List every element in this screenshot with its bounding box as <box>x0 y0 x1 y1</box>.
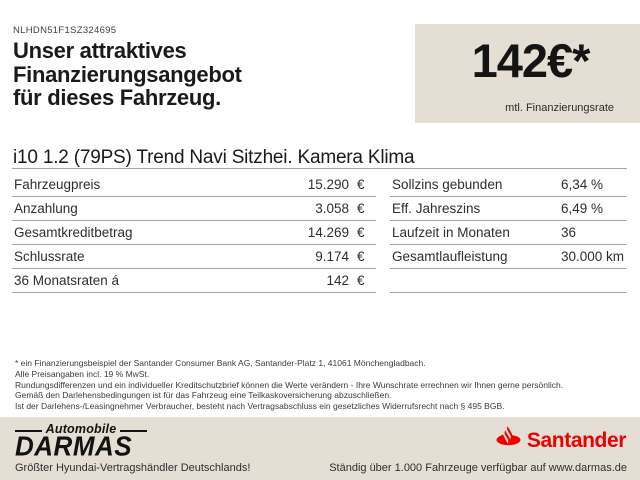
vehicle-title: i10 1.2 (79PS) Trend Navi Sitzhei. Kamer… <box>13 147 415 168</box>
row-unit: € <box>357 249 365 264</box>
row-label: Eff. Jahreszins <box>392 201 481 216</box>
darmas-dealer-logo: Automobile DARMAS <box>15 422 147 462</box>
table-row: Fahrzeugpreis 15.290 € <box>12 173 376 197</box>
darmas-logo-subtitle: Automobile <box>45 422 117 436</box>
monthly-rate-caption: mtl. Finanzierungsrate <box>505 102 614 114</box>
row-label: Gesamtkreditbetrag <box>14 225 133 240</box>
fine-print-line: Ist der Darlehens-/Leasingnehmer Verbrau… <box>15 401 505 412</box>
table-row: Schlussrate 9.174 € <box>12 245 376 269</box>
table-row-empty <box>390 269 627 293</box>
table-row: Sollzins gebunden 6,34 % <box>390 173 627 197</box>
row-unit: € <box>357 225 365 240</box>
website-text: Ständig über 1.000 Fahrzeuge verfügbar a… <box>329 462 627 474</box>
fine-print-line: Rundungsdifferenzen und ein individuelle… <box>15 379 564 390</box>
finance-tables: Fahrzeugpreis 15.290 € Anzahlung 3.058 €… <box>12 173 627 293</box>
fine-print-line: Gemäß den Darlehensbedingungen ist für d… <box>15 390 392 401</box>
row-value: 36 <box>561 225 577 240</box>
santander-flame-icon <box>495 426 522 455</box>
table-row: Anzahlung 3.058 € <box>12 197 376 221</box>
santander-bank-logo: Santander <box>495 426 626 455</box>
row-value: 15.290 <box>307 177 349 192</box>
darmas-logo-top: Automobile <box>15 422 147 436</box>
row-value: 9.174 <box>315 249 349 264</box>
row-label: Sollzins gebunden <box>392 177 503 192</box>
row-label: Laufzeit in Monaten <box>392 225 510 240</box>
vin-number: NLHDN51F1SZ324695 <box>13 25 117 36</box>
row-value: 142 <box>326 273 349 288</box>
row-label: Schlussrate <box>14 249 85 264</box>
page-title-line2: für dieses Fahrzeug. <box>13 85 221 110</box>
fine-print-line: Alle Preisangaben incl. 19 % MwSt. <box>15 368 150 379</box>
logo-rule-left <box>15 429 42 432</box>
footer-bar: Automobile DARMAS Santander Größter Hyun… <box>0 417 640 480</box>
table-row: 36 Monatsraten á 142 € <box>12 269 376 293</box>
table-row: Laufzeit in Monaten 36 <box>390 221 627 245</box>
page-title: Unser attraktives Finanzierungsangebot f… <box>13 39 413 110</box>
table-row: Eff. Jahreszins 6,49 % <box>390 197 627 221</box>
row-value: 3.058 <box>315 201 349 216</box>
title-divider <box>12 168 627 169</box>
finance-table-conditions: Sollzins gebunden 6,34 % Eff. Jahreszins… <box>390 173 627 293</box>
row-label: 36 Monatsraten á <box>14 273 120 288</box>
monthly-rate-amount: 142€* <box>471 34 591 87</box>
row-unit: € <box>357 273 365 288</box>
row-unit: € <box>357 201 365 216</box>
darmas-logo-name: DARMAS <box>15 430 133 462</box>
legal-fine-print: * ein Finanzierungsbeispiel der Santande… <box>15 358 630 412</box>
row-value: 30.000 km <box>561 249 625 264</box>
finance-table-amounts: Fahrzeugpreis 15.290 € Anzahlung 3.058 €… <box>12 173 376 293</box>
row-label: Gesamtlaufleistung <box>392 249 508 264</box>
row-unit: € <box>357 177 365 192</box>
logo-rule-right <box>120 429 147 432</box>
row-value: 14.269 <box>307 225 349 240</box>
row-value: 6,34 % <box>561 177 604 192</box>
table-row: Gesamtkreditbetrag 14.269 € <box>12 221 376 245</box>
table-row: Gesamtlaufleistung 30.000 km <box>390 245 627 269</box>
monthly-rate-box: 142€* mtl. Finanzierungsrate <box>415 24 640 123</box>
row-label: Anzahlung <box>14 201 78 216</box>
dealer-claim-text: Größter Hyundai-Vertragshändler Deutschl… <box>15 462 251 474</box>
row-value: 6,49 % <box>561 201 604 216</box>
row-label: Fahrzeugpreis <box>14 177 101 192</box>
santander-wordmark: Santander <box>526 428 626 452</box>
page-title-line1: Unser attraktives Finanzierungsangebot <box>13 38 242 87</box>
fine-print-line: * ein Finanzierungsbeispiel der Santande… <box>15 358 426 368</box>
